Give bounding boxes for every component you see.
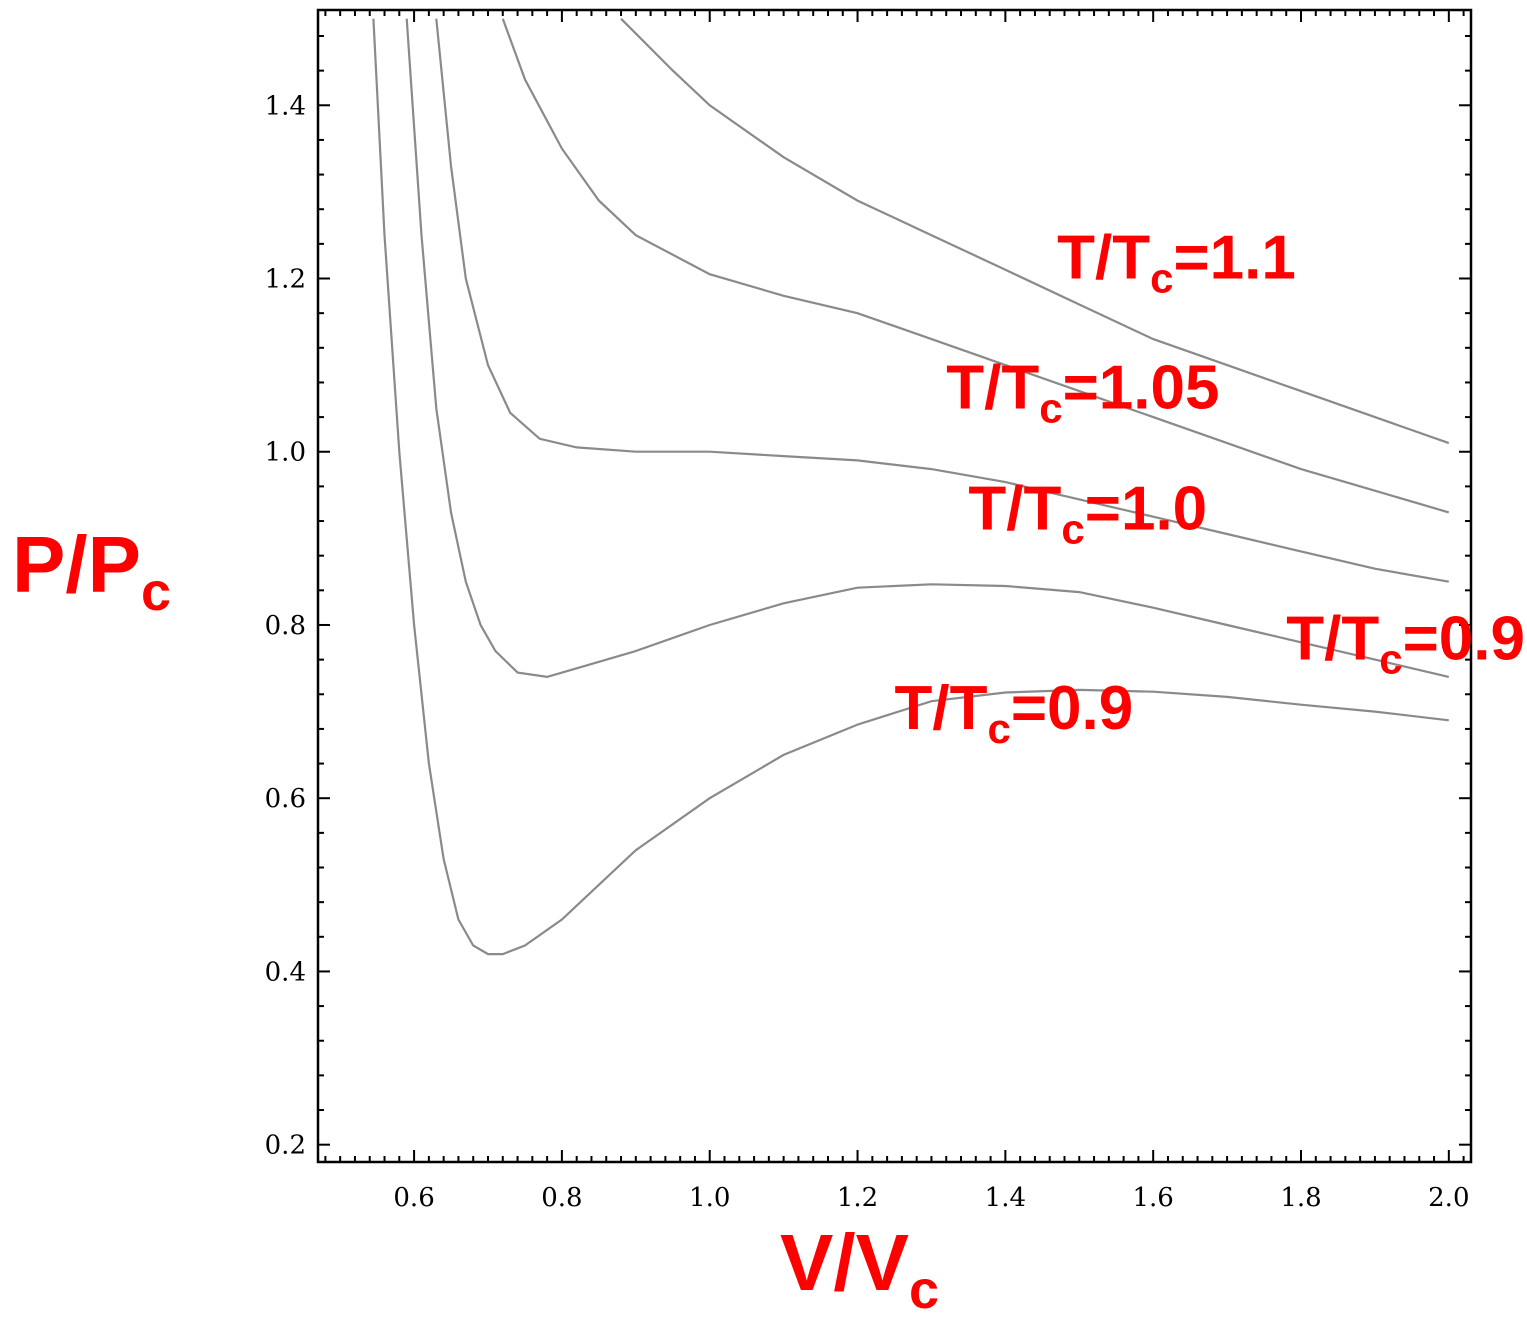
isotherm-line-1 xyxy=(501,18,1450,514)
isotherm-line-2 xyxy=(435,18,1449,583)
isotherm-curves xyxy=(372,17,1450,956)
x-tick-label: 1.0 xyxy=(689,1183,730,1213)
isotherm-label-0: T/Tc=1.1 xyxy=(1057,224,1296,302)
isotherm-label-1: T/Tc=1.05 xyxy=(946,353,1219,431)
x-tick-label: 2.0 xyxy=(1428,1183,1469,1213)
y-tick-label: 1.4 xyxy=(265,91,306,121)
x-axis-tick-labels: 0.6 0.8 1.0 1.2 1.4 1.6 1.8 2.0 xyxy=(393,1183,1469,1213)
plot-frame xyxy=(316,8,1473,1164)
isotherm-label-4: T/Tc=0.9 xyxy=(895,674,1134,752)
y-axis-label: P/Pc xyxy=(12,520,171,622)
y-tick-label: 0.6 xyxy=(265,784,306,814)
y-tick-label: 0.4 xyxy=(265,957,306,987)
y-tick-label: 1.2 xyxy=(265,265,306,295)
isotherm-line-0 xyxy=(620,17,1450,445)
x-axis-ticks xyxy=(324,10,1465,1162)
isotherm-labels: T/Tc=1.1 T/Tc=1.05 T/Tc=1.0 T/Tc=0.95 T/Tc=0… xyxy=(895,224,1527,752)
isotherm-label-3: T/Tc=0.95 xyxy=(1286,605,1527,683)
x-tick-label: 1.2 xyxy=(837,1183,878,1213)
y-tick-label: 0.8 xyxy=(265,611,306,641)
isotherm-line-3 xyxy=(405,18,1450,679)
x-tick-label: 1.6 xyxy=(1133,1183,1174,1213)
x-axis-label: V/Vc xyxy=(780,1218,939,1317)
y-axis-ticks xyxy=(318,34,1471,1146)
y-tick-label: 0.2 xyxy=(265,1131,306,1161)
x-tick-label: 0.8 xyxy=(541,1183,582,1213)
y-axis-tick-labels: 0.2 0.4 0.6 0.8 1.0 1.2 1.4 xyxy=(265,91,306,1160)
isotherm-line-4 xyxy=(372,18,1449,956)
x-tick-label: 1.4 xyxy=(985,1183,1026,1213)
isotherm-label-2: T/Tc=1.0 xyxy=(968,475,1207,553)
x-tick-label: 1.8 xyxy=(1280,1183,1321,1213)
y-tick-label: 1.0 xyxy=(265,438,306,468)
x-tick-label: 0.6 xyxy=(393,1183,434,1213)
